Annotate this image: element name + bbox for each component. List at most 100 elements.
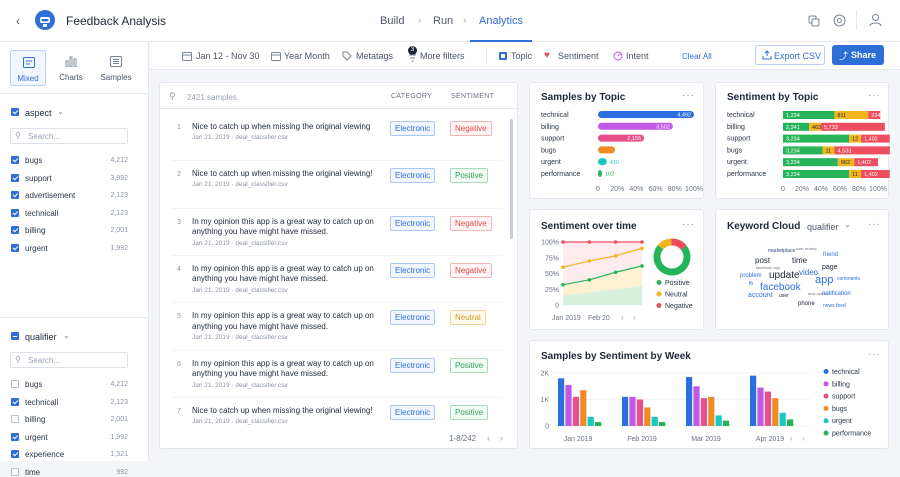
category-chip[interactable]: Electronic [390, 404, 436, 420]
view-tab-mixed[interactable]: Mixed [10, 50, 46, 86]
keyword[interactable]: new update [808, 291, 829, 296]
keyword[interactable]: page [822, 264, 838, 271]
more-options-icon[interactable]: ··· [868, 349, 881, 360]
sample-text[interactable]: Nice to catch up when missing the origin… [192, 122, 371, 131]
keyword[interactable]: user [779, 293, 789, 299]
aspect-item-checkbox[interactable] [11, 156, 19, 164]
stacked-bar-segment [849, 134, 862, 143]
share-icon: ⤴ [839, 51, 849, 61]
sentiment-chip[interactable]: Positive [450, 357, 489, 373]
clear-all-link[interactable]: Clear All [682, 52, 712, 61]
keyword[interactable]: news feed [823, 303, 846, 309]
topic-filter[interactable]: Topic [511, 51, 533, 61]
aspect-item-checkbox[interactable] [11, 226, 19, 234]
sentiment-filter[interactable]: Sentiment [558, 51, 599, 61]
next-page-icon[interactable]: › [500, 433, 503, 443]
aspect-item-checkbox[interactable] [11, 173, 19, 182]
more-options-icon[interactable]: ··· [868, 90, 881, 101]
back-chevron-icon[interactable]: ‹ [16, 14, 20, 28]
aspect-item-checkbox[interactable] [11, 191, 19, 199]
step-build[interactable]: Build [380, 15, 405, 27]
keyword-cloud-selector[interactable]: qualifier [807, 222, 839, 232]
samples-search-input[interactable]: 2421 samples [187, 93, 237, 102]
bar [723, 420, 730, 426]
category-chip[interactable]: Electronic [390, 310, 436, 326]
metatags-filter[interactable]: Metatags [356, 51, 394, 61]
legend-label: Negative [665, 303, 693, 310]
copy-icon[interactable] [808, 15, 820, 27]
keyword[interactable]: problem [740, 273, 762, 279]
qualifier-item-checkbox[interactable] [11, 380, 19, 388]
export-csv-button[interactable]: Export CSV [755, 45, 825, 65]
qualifier-checkbox[interactable] [11, 332, 19, 340]
chart-title: Samples by Topic [541, 92, 626, 103]
chevron-down-icon[interactable]: ⌄ [57, 107, 64, 116]
step-analytics[interactable]: Analytics [479, 15, 524, 27]
view-tab-label: Samples [100, 73, 132, 82]
more-options-icon[interactable]: ··· [682, 90, 695, 101]
qualifier-item-checkbox[interactable] [11, 397, 19, 406]
view-tab-charts[interactable]: Charts [53, 50, 89, 86]
keyword[interactable]: facebook app [756, 265, 781, 270]
sample-text[interactable]: Nice to catch up when missing the origin… [192, 169, 373, 179]
chevron-down-icon[interactable]: ⌄ [844, 220, 851, 229]
qualifier-item-checkbox[interactable] [11, 432, 19, 441]
qualifier-item-checkbox[interactable] [11, 415, 19, 423]
sample-text[interactable]: In my opinion this app is a great way to… [192, 358, 374, 379]
sentiment-chip[interactable]: Positive [450, 168, 489, 184]
qualifier-item-checkbox[interactable] [11, 450, 19, 458]
keyword[interactable]: marketplace [768, 248, 796, 254]
user-avatar-icon[interactable] [869, 13, 882, 27]
qualifier-item-checkbox[interactable] [11, 467, 19, 476]
bar [598, 122, 673, 130]
keyword[interactable]: time [792, 256, 808, 265]
sentiment-chip[interactable]: Negative [450, 262, 492, 278]
qualifier-search-input[interactable]: ⚲ Search... [10, 352, 128, 368]
x-tick-label: Feb 20 [588, 315, 610, 322]
more-options-icon[interactable]: ··· [682, 219, 695, 230]
keyword[interactable]: post [755, 256, 771, 265]
sentiment-chip[interactable]: Neutral [450, 310, 486, 326]
sample-text[interactable]: In my opinion this app is a great way to… [192, 263, 374, 284]
category-chip[interactable]: Electronic [390, 168, 436, 184]
legend-dot [656, 303, 662, 308]
keyword[interactable]: friend [823, 252, 839, 258]
settings-icon[interactable] [833, 14, 846, 27]
chevron-down-icon[interactable]: ⌄ [63, 331, 70, 340]
category-chip[interactable]: Electronic [390, 121, 436, 136]
scrollbar-thumb[interactable] [510, 119, 513, 239]
keyword[interactable]: notification [822, 291, 851, 297]
aspect-item-checkbox[interactable] [11, 243, 19, 252]
keyword[interactable]: video [799, 268, 819, 277]
aspect-checkbox[interactable] [11, 108, 19, 116]
keyword[interactable]: facebook [760, 282, 801, 293]
sentiment-chip[interactable]: Positive [450, 404, 489, 420]
sample-text[interactable]: Nice to catch up when missing the origin… [192, 405, 373, 415]
granularity-filter[interactable]: Year Month [284, 51, 330, 61]
keyword[interactable]: update [769, 270, 800, 281]
sentiment-chip[interactable]: Negative [450, 121, 492, 136]
category-chip[interactable]: Electronic [390, 262, 436, 278]
keyword[interactable]: user review [796, 246, 817, 251]
view-tab-samples[interactable]: Samples [97, 50, 135, 86]
stacked-bar-segment [783, 122, 810, 131]
more-filters-button[interactable]: More filters [420, 51, 465, 61]
aspect-item-checkbox[interactable] [11, 208, 19, 217]
more-options-icon[interactable]: ··· [868, 219, 881, 230]
prev-page-icon[interactable]: ‹ [487, 433, 490, 443]
share-button[interactable]: ⤴ Share [832, 45, 884, 65]
keyword[interactable]: comments [837, 276, 861, 282]
sample-text[interactable]: In my opinion this app is a great way to… [192, 311, 374, 331]
keyword[interactable]: app [815, 274, 834, 286]
category-chip[interactable]: Electronic [390, 215, 436, 231]
keyword[interactable]: phone [798, 301, 815, 307]
keyword[interactable]: fb [749, 281, 754, 287]
step-run[interactable]: Run [433, 15, 454, 27]
intent-filter[interactable]: Intent [626, 51, 649, 61]
date-range-filter[interactable]: Jan 12 - Nov 30 [196, 51, 260, 61]
sample-text[interactable]: In my opinion this app is a great way to… [192, 216, 374, 237]
keyword[interactable]: account [748, 292, 773, 299]
aspect-search-input[interactable]: ⚲ Search... [10, 128, 128, 144]
category-chip[interactable]: Electronic [390, 357, 436, 373]
sentiment-chip[interactable]: Negative [450, 215, 492, 231]
